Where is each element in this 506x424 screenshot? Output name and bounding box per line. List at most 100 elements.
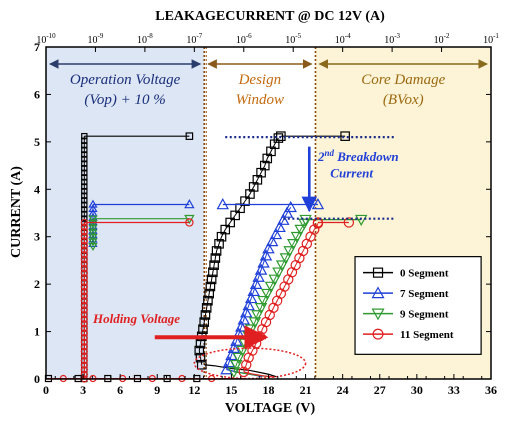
data-point bbox=[238, 366, 249, 378]
data-point bbox=[371, 286, 385, 299]
data-point bbox=[184, 199, 195, 209]
top-tick-base: 10 bbox=[186, 35, 196, 46]
breakdown-label: 2nd Breakdown bbox=[317, 148, 399, 164]
trigger-line bbox=[204, 364, 277, 378]
y-tick-label: 7 bbox=[34, 40, 40, 54]
data-point bbox=[81, 132, 88, 140]
x-tick-label: 18 bbox=[263, 383, 275, 397]
data-point bbox=[81, 206, 88, 213]
data-point bbox=[81, 183, 88, 190]
top-tick-label: 10-7 bbox=[186, 32, 202, 46]
data-point bbox=[88, 229, 98, 238]
top-tick-base: 10 bbox=[137, 35, 147, 46]
top-tick-exponent: -5 bbox=[295, 32, 301, 40]
data-point bbox=[206, 274, 217, 285]
data-point bbox=[298, 218, 311, 230]
data-point bbox=[80, 366, 88, 374]
data-point bbox=[237, 313, 250, 325]
x-tick-label: 9 bbox=[154, 383, 160, 397]
data-point bbox=[259, 160, 270, 171]
y-tick-label: 5 bbox=[34, 135, 40, 149]
plot-area bbox=[44, 131, 368, 383]
breakdown-label-number: 2 bbox=[317, 149, 325, 164]
data-point bbox=[277, 213, 290, 225]
data-point bbox=[80, 228, 88, 236]
breakdown-label-line2: Current bbox=[330, 165, 373, 180]
region-1-label: Operation Voltage bbox=[70, 72, 181, 88]
data-point bbox=[201, 303, 212, 313]
data-point bbox=[80, 274, 88, 282]
x-tick-label: 30 bbox=[411, 383, 423, 397]
data-point bbox=[208, 267, 218, 278]
top-tick-base: 10 bbox=[236, 35, 246, 46]
data-point bbox=[371, 308, 385, 321]
data-point bbox=[81, 137, 88, 144]
legend-label: 7 Segment bbox=[400, 288, 449, 300]
data-point bbox=[81, 142, 88, 149]
top-tick-exponent: -8 bbox=[147, 32, 153, 40]
data-point bbox=[80, 370, 88, 378]
data-point bbox=[290, 231, 304, 244]
data-point bbox=[81, 155, 88, 163]
region-3-label: (BVox) bbox=[383, 92, 424, 108]
data-point bbox=[264, 281, 278, 293]
top-tick-exponent: -6 bbox=[246, 32, 252, 40]
data-point bbox=[80, 315, 88, 323]
data-point bbox=[194, 345, 205, 356]
data-point bbox=[299, 214, 312, 227]
x-tick-label: 3 bbox=[80, 383, 86, 397]
data-point bbox=[283, 246, 296, 258]
data-point bbox=[80, 301, 88, 309]
top-tick-base: 10 bbox=[88, 35, 98, 46]
data-point bbox=[81, 169, 88, 177]
top-tick-base: 10 bbox=[483, 35, 493, 46]
legend-label: 11 Segment bbox=[400, 329, 454, 341]
x-tick-label: 27 bbox=[374, 383, 386, 397]
data-point bbox=[265, 235, 279, 247]
top-tick-label: 10-5 bbox=[285, 32, 301, 46]
data-point bbox=[81, 210, 88, 218]
data-point bbox=[81, 201, 88, 209]
top-tick-base: 10 bbox=[384, 35, 394, 46]
data-point bbox=[80, 352, 88, 360]
data-point bbox=[252, 270, 265, 282]
data-point bbox=[240, 196, 250, 206]
data-point bbox=[80, 237, 88, 245]
data-point bbox=[196, 359, 207, 370]
x-tick-label: 21 bbox=[300, 383, 312, 397]
data-point bbox=[312, 217, 324, 228]
data-point bbox=[80, 320, 88, 328]
region-2-label: Window bbox=[236, 92, 284, 108]
data-point bbox=[80, 264, 88, 273]
data-point bbox=[80, 310, 88, 319]
data-point bbox=[372, 267, 384, 278]
data-point bbox=[81, 165, 88, 172]
data-point bbox=[185, 132, 194, 140]
top-tick-label: 10-9 bbox=[88, 32, 104, 46]
data-point bbox=[225, 217, 235, 228]
data-point bbox=[216, 198, 229, 210]
breakdown-label-rest: Breakdown bbox=[334, 149, 399, 164]
data-point bbox=[230, 334, 243, 346]
data-point bbox=[254, 263, 268, 275]
top-tick-label: 10-4 bbox=[335, 32, 351, 46]
data-point bbox=[284, 200, 297, 213]
x-tick-label: 6 bbox=[117, 383, 123, 397]
data-point bbox=[247, 284, 260, 297]
y-tick-label: 0 bbox=[34, 372, 40, 386]
data-point bbox=[80, 223, 88, 231]
y-tick-label: 4 bbox=[34, 182, 40, 196]
data-point bbox=[232, 352, 246, 365]
data-point bbox=[210, 253, 221, 263]
top-tick-label: 10-1 bbox=[483, 32, 499, 46]
data-point bbox=[88, 238, 98, 247]
data-point bbox=[294, 224, 307, 237]
top-tick-exponent: -4 bbox=[345, 32, 351, 40]
region-2-label: Design bbox=[238, 72, 282, 88]
data-point bbox=[88, 220, 98, 229]
data-point bbox=[199, 317, 210, 327]
data-point bbox=[80, 241, 88, 250]
data-point bbox=[80, 338, 88, 346]
data-point bbox=[80, 333, 88, 342]
data-point bbox=[80, 278, 88, 286]
